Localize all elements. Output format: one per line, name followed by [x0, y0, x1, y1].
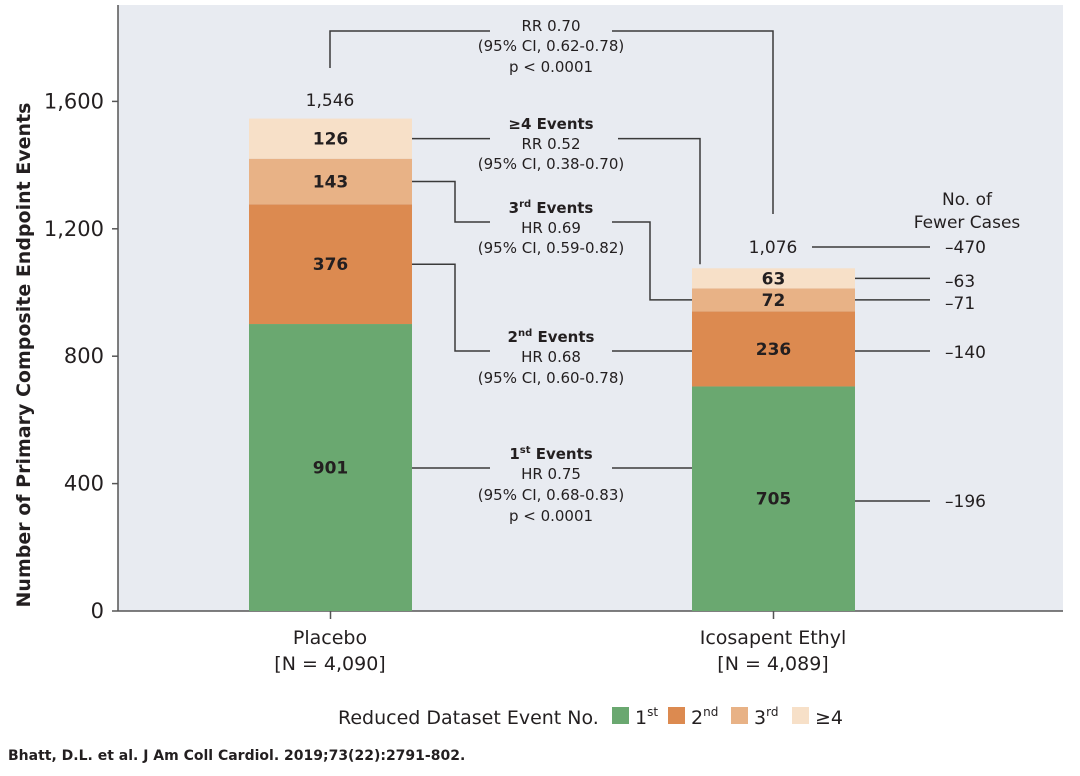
- annotation-overall-line-1: RR 0.70: [521, 17, 580, 35]
- legend-label-1st-sup: st: [647, 705, 658, 719]
- connector-4plus-right: [618, 137, 701, 265]
- category-label-icosapent: Icosapent Ethyl: [700, 627, 847, 649]
- citation: Bhatt, D.L. et al. J Am Coll Cardiol. 20…: [8, 748, 466, 764]
- legend-label-3rd-num: 3: [754, 707, 766, 729]
- annotation-2nd-line-2: (95% CI, 0.60-0.78): [478, 369, 624, 387]
- data-label-icosapent-1st: 705: [756, 490, 792, 510]
- connector-lines: [329, 30, 930, 502]
- annotation-2nd-title-num: 2: [508, 328, 518, 346]
- annotation-2nd-events: 2nd Events HR 0.68 (95% CI, 0.60-0.78): [478, 328, 624, 387]
- legend-label-2nd-num: 2: [691, 707, 703, 729]
- y-axis-label: Number of Primary Composite Endpoint Eve…: [13, 103, 35, 608]
- fewer-cases-2nd: –140: [945, 343, 986, 363]
- annotation-3rd-title: 3rd Events: [509, 199, 594, 217]
- legend-label-2nd: 2nd: [691, 705, 718, 729]
- annotation-1st-events: 1st Events HR 0.75 (95% CI, 0.68-0.83) p…: [478, 445, 624, 525]
- fewer-cases-total: –470: [945, 238, 986, 258]
- y-tick-label: 800: [64, 344, 104, 368]
- annotation-overall-line-2: (95% CI, 0.62-0.78): [478, 37, 624, 55]
- annotation-3rd-title-sup: rd: [519, 199, 531, 210]
- data-label-icosapent-4plus: 63: [762, 269, 786, 289]
- annotation-2nd-title: 2nd Events: [508, 328, 595, 346]
- connector-2nd-left: [412, 263, 490, 352]
- y-tick-label: 0: [91, 599, 104, 623]
- category-label-placebo: Placebo: [293, 627, 367, 649]
- legend-label-1st: 1st: [635, 705, 658, 729]
- annotation-4plus-line-2: (95% CI, 0.38-0.70): [478, 155, 624, 173]
- annotation-2nd-title-sup: nd: [518, 328, 532, 339]
- fewer-cases-column: No. of Fewer Cases –470 –63 –71 –140 –19…: [914, 190, 1021, 512]
- category-sub-icosapent: [N = 4,089]: [717, 653, 828, 675]
- annotation-3rd-title-num: 3: [509, 199, 519, 217]
- fewer-cases-1st: –196: [945, 492, 986, 512]
- annotation-overall: RR 0.70 (95% CI, 0.62-0.78) p < 0.0001: [478, 17, 624, 76]
- y-tick-label: 1,200: [44, 217, 104, 241]
- legend-label-2nd-sup: nd: [703, 705, 718, 719]
- legend-title: Reduced Dataset Event No.: [338, 707, 599, 729]
- y-ticks: 0 400 800 1,200 1,600: [44, 89, 775, 623]
- connector-3rd-right: [612, 221, 692, 301]
- fewer-cases-title-line-1: No. of: [942, 190, 993, 210]
- total-label-placebo: 1,546: [306, 91, 355, 111]
- connector-overall-right: [612, 30, 774, 214]
- annotation-1st-title-num: 1: [509, 445, 519, 463]
- fewer-cases-title-line-2: Fewer Cases: [914, 213, 1021, 233]
- category-sub-placebo: [N = 4,090]: [274, 653, 385, 675]
- bar-icosapent-3rd: [692, 288, 855, 312]
- bars: [249, 118, 855, 611]
- data-label-placebo-4plus: 126: [313, 130, 349, 150]
- annotation-4plus-events: ≥4 Events RR 0.52 (95% CI, 0.38-0.70): [478, 115, 624, 173]
- legend-label-1st-num: 1: [635, 707, 647, 729]
- annotation-4plus-line-1: RR 0.52: [521, 135, 580, 153]
- legend-label-3rd-sup: rd: [766, 705, 778, 719]
- legend-swatch-3rd: [731, 707, 748, 724]
- legend-label-4plus: ≥4: [815, 707, 843, 729]
- total-label-icosapent: 1,076: [749, 238, 798, 258]
- bar-placebo-1st: [249, 324, 412, 611]
- data-label-placebo-3rd: 143: [313, 173, 349, 193]
- fewer-cases-4plus: –63: [945, 272, 975, 292]
- connector-overall-left: [329, 30, 490, 68]
- bar-placebo-2nd: [249, 204, 412, 325]
- annotation-1st-line-1: HR 0.75: [521, 465, 581, 483]
- legend: Reduced Dataset Event No. 1st 2nd 3rd ≥4: [338, 705, 843, 729]
- annotation-1st-line-2: (95% CI, 0.68-0.83): [478, 486, 624, 504]
- legend-swatch-4plus: [792, 707, 809, 724]
- bar-placebo-3rd: [249, 158, 412, 205]
- data-label-icosapent-3rd: 72: [762, 291, 786, 311]
- data-label-icosapent-2nd: 236: [756, 340, 792, 360]
- annotation-3rd-line-2: (95% CI, 0.59-0.82): [478, 239, 624, 257]
- bar-placebo-4plus: [249, 118, 412, 159]
- bar-icosapent-1st: [692, 386, 855, 611]
- annotation-3rd-title-rest: Events: [531, 199, 593, 217]
- bar-icosapent-2nd: [692, 311, 855, 387]
- bar-icosapent-4plus: [692, 268, 855, 289]
- annotation-1st-line-3: p < 0.0001: [509, 507, 593, 525]
- annotation-3rd-line-1: HR 0.69: [521, 219, 581, 237]
- connector-3rd-left: [412, 180, 490, 223]
- legend-label-3rd: 3rd: [754, 705, 778, 729]
- annotation-2nd-title-rest: Events: [532, 328, 594, 346]
- y-tick-label: 1,600: [44, 89, 104, 113]
- data-label-placebo-1st: 901: [313, 459, 349, 479]
- annotation-1st-title-rest: Events: [530, 445, 592, 463]
- legend-swatch-1st: [612, 707, 629, 724]
- annotation-1st-title: 1st Events: [509, 445, 592, 463]
- y-tick-label: 400: [64, 472, 104, 496]
- data-label-placebo-2nd: 376: [313, 255, 349, 275]
- fewer-cases-3rd: –71: [945, 294, 975, 314]
- annotation-2nd-line-1: HR 0.68: [521, 348, 581, 366]
- annotation-overall-line-3: p < 0.0001: [509, 58, 593, 76]
- annotation-3rd-events: 3rd Events HR 0.69 (95% CI, 0.59-0.82): [478, 199, 624, 257]
- annotation-1st-title-sup: st: [520, 445, 531, 456]
- legend-swatch-2nd: [668, 707, 685, 724]
- annotation-4plus-title: ≥4 Events: [508, 115, 593, 133]
